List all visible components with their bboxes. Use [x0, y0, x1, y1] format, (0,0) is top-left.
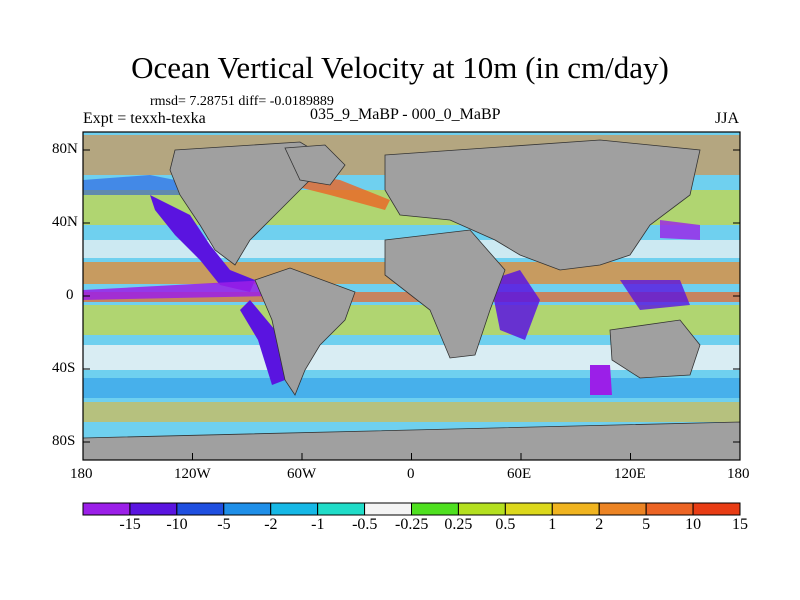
colorbar-swatch	[317, 502, 366, 516]
peru-chile-current	[240, 300, 285, 385]
colorbar-swatch	[504, 502, 553, 516]
lat-label-80n: 80N	[52, 141, 78, 157]
map-title: Ocean Vertical Velocity at 10m (in cm/da…	[131, 50, 669, 85]
colorbar-label: 15	[732, 516, 748, 533]
greenland	[284, 144, 346, 186]
colorbar-swatch	[411, 502, 459, 516]
antarctic-band	[83, 402, 740, 422]
colorbar-label: -10	[166, 516, 188, 533]
lon-ticks	[82, 453, 741, 460]
australia	[609, 319, 701, 379]
lon-label-180e: 180	[727, 466, 750, 482]
colorbar-label: -2	[264, 516, 278, 533]
west-africa-upwelling	[490, 270, 540, 340]
colorbar-swatch	[645, 502, 694, 516]
south-america	[254, 267, 356, 396]
colorbar-swatch	[598, 502, 647, 516]
colorbar-swatch	[223, 502, 272, 516]
colorbar-swatch	[457, 502, 506, 516]
colorbar-label: -0.25	[395, 516, 429, 533]
lon-label-180w: 180	[70, 466, 93, 482]
colorbar-label: -5	[217, 516, 231, 533]
colorbar-swatch	[129, 502, 178, 516]
lat-label-40s: 40S	[52, 360, 76, 376]
lat-ticks	[83, 149, 740, 443]
colorbar-label: 10	[685, 516, 702, 533]
lon-label-120e: 120E	[614, 466, 646, 482]
colorbar-swatch	[270, 502, 319, 516]
north-pacific-band	[83, 175, 200, 195]
lat-label-80s: 80S	[52, 433, 76, 449]
season-label: JJA	[715, 110, 740, 127]
colorbar-swatch	[176, 502, 225, 516]
southern-ocean-band	[83, 378, 740, 398]
equatorial-pacific-feature	[83, 280, 270, 300]
equatorial-band	[83, 292, 740, 302]
maritime-continent-feature	[620, 280, 690, 310]
experiment-label: Expt = texxh-texka	[83, 110, 206, 127]
eurasia	[384, 139, 701, 271]
colorbar-label: -15	[119, 516, 141, 533]
colorbar-label: 1	[548, 516, 557, 533]
colorbar-label: 0.5	[495, 516, 516, 533]
lon-label-60w: 60W	[287, 466, 317, 482]
colorbar-label: 0.25	[444, 516, 473, 533]
colorbar-swatch	[82, 502, 131, 516]
colorbar-label: 2	[595, 516, 604, 533]
africa	[384, 229, 506, 359]
lat-label-0: 0	[66, 287, 74, 303]
period-label: 035_9_MaBP - 000_0_MaBP	[310, 106, 501, 123]
west-australia-feature	[590, 365, 612, 395]
antarctica	[83, 421, 740, 460]
lon-label-60e: 60E	[507, 466, 532, 482]
colorbar-swatch	[692, 502, 741, 516]
eastern-pacific-upwelling	[150, 195, 255, 292]
colorbar-label: 5	[642, 516, 651, 533]
land-masses	[83, 139, 740, 460]
stats-label: rmsd= 7.28751 diff= -0.0189889	[150, 94, 334, 109]
north-pacific-feature	[660, 220, 700, 240]
colorbar-label: -0.5	[352, 516, 378, 533]
colorbar	[82, 502, 741, 516]
lon-label-0: 0	[407, 466, 415, 482]
colorbar-swatch	[551, 502, 600, 516]
lat-label-40n: 40N	[52, 214, 78, 230]
colorbar-label: -1	[311, 516, 325, 533]
ocean-field	[83, 132, 740, 460]
lon-label-120w: 120W	[174, 466, 211, 482]
colorbar-swatch	[364, 502, 413, 516]
